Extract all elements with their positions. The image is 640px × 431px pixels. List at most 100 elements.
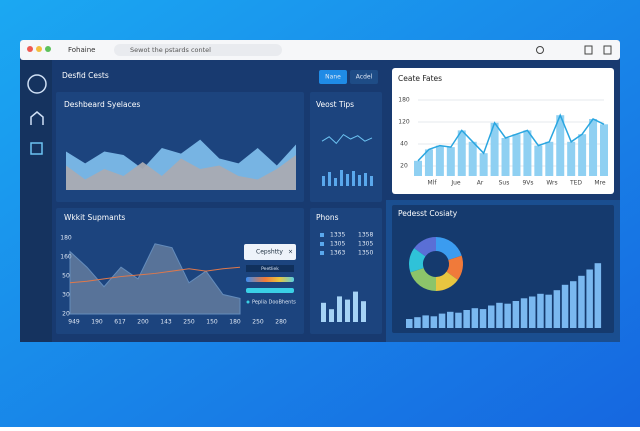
nav-icon[interactable] [30,111,44,125]
icon [320,233,324,237]
icon [320,251,324,255]
bar [361,301,366,322]
bar [512,134,521,176]
bar [504,303,511,328]
button-label[interactable]: Nane [325,74,341,81]
bar [334,178,337,186]
line [69,266,241,284]
nav-icon[interactable] [27,74,47,94]
button[interactable] [350,70,378,84]
bar [353,291,358,322]
x-tick-label: 9Vs [522,180,533,187]
tab[interactable]: Fohaine [68,46,95,54]
y-tick-label: 160 [60,254,72,261]
panel-title: Wkkit Supmants [64,213,125,222]
y-tick-label: 180 [398,97,410,104]
bar [358,175,361,186]
nav-icon[interactable] [30,142,43,155]
page-title: Desfid Cests [62,71,109,80]
x-tick-label: 190 [91,319,103,326]
bar [352,171,355,186]
bar [556,115,565,176]
bar [340,170,343,186]
bar [455,312,462,328]
dot[interactable] [45,46,51,52]
dot[interactable] [36,46,42,52]
icon[interactable] [603,45,612,55]
bar [578,134,587,176]
bar [471,308,479,328]
bar [414,160,422,176]
y-tick-label: 120 [398,119,410,126]
button[interactable] [319,70,347,84]
donut-slice [436,236,462,260]
bar [322,176,325,186]
donut-slice [409,248,426,273]
x-tick-label: 180 [229,319,241,326]
area [69,243,241,315]
x-tick-label: Wrs [546,180,557,187]
x-tick-label: TED [569,180,582,187]
button-label[interactable]: Acdel [356,74,373,81]
bar [329,309,334,322]
value: 1305 [358,241,373,248]
bar [567,141,576,176]
bar [345,299,350,322]
bar [328,172,331,186]
x-tick-label: Sus [499,180,510,187]
value: 1305 [330,241,345,248]
panel-title: Deshbeard Syelaces [64,100,140,109]
x-tick-label: Mre [594,180,606,187]
bar [438,313,446,328]
bar [468,141,477,176]
donut-slice [436,271,458,291]
bar [488,305,495,328]
x-tick-label: 280 [275,319,287,326]
bar [370,176,373,186]
icon [320,242,324,246]
search-text[interactable]: Sewot the pstards contel [130,46,211,54]
dot[interactable] [27,46,33,52]
bar [512,301,520,328]
bar [545,294,552,328]
line [417,113,605,162]
bar [501,138,510,176]
line [321,133,373,145]
bar [589,119,598,176]
bar [346,174,349,186]
panel-title: Pedesst Cosiaty [398,209,458,218]
x-tick-label: Ar [477,180,484,187]
legend-bar [246,277,294,282]
bar [406,319,413,328]
bar [321,302,326,322]
bar [520,298,528,328]
area [66,155,296,190]
close[interactable]: × [288,249,293,256]
bar [578,275,585,328]
bar [570,281,577,328]
bar [523,130,532,176]
legend-card[interactable] [244,244,296,260]
bar [537,293,544,328]
icon[interactable] [536,46,544,54]
bar [414,317,421,328]
browser-bar [20,40,620,60]
x-tick-label: 150 [206,319,218,326]
search-box[interactable] [114,44,282,56]
bar [545,141,554,176]
donut-slice [446,255,464,280]
y-tick-label: 20 [400,163,408,170]
legend-dot [246,300,250,304]
x-tick-label: 250 [183,319,195,326]
x-tick-label: 200 [137,319,149,326]
legend-item-label: Peetliek [261,266,279,272]
bar [479,153,488,176]
bar [586,269,593,328]
donut-slice [410,268,436,291]
y-tick-label: 40 [400,141,408,148]
x-tick-label: 617 [114,319,126,326]
icon[interactable] [584,45,593,55]
bar [435,145,444,176]
